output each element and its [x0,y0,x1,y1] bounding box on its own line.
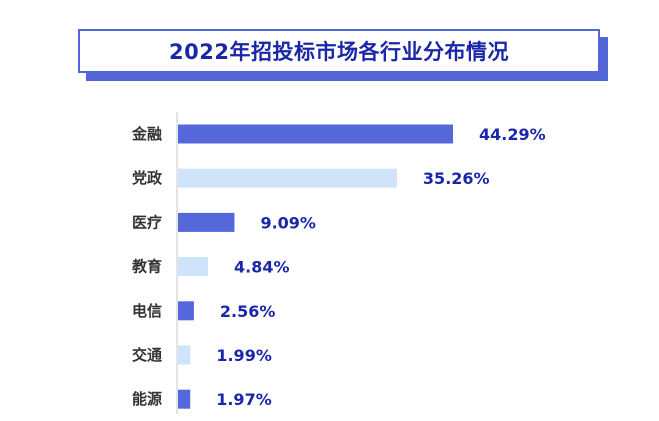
category-label: 交通 [132,346,162,364]
category-label: 电信 [132,302,162,320]
category-label: 医疗 [132,213,162,231]
chart-title: 2022年招投标市场各行业分布情况 [169,40,509,64]
data-label: 1.99% [216,346,272,365]
bar [178,124,453,144]
chart-title-frame: 2022年招投标市场各行业分布情况 [78,29,608,81]
bar [178,345,191,365]
bars-group: 金融 44.29% 党政 35.26% 医疗 9.09% 教育 4.84% 电信 2.56% 交通 1… [131,124,546,409]
bar [178,301,194,321]
data-label: 35.26% [423,169,490,188]
category-label: 党政 [132,169,163,187]
category-label: 教育 [131,258,162,276]
category-label: 能源 [132,390,162,408]
data-label: 44.29% [479,125,546,144]
data-label: 2.56% [220,302,276,321]
data-label: 4.84% [234,258,290,277]
bar [178,389,191,409]
data-label: 1.97% [216,390,272,409]
category-label: 金融 [131,125,162,143]
bar [178,212,235,232]
bar [178,257,209,277]
title-box: 2022年招投标市场各行业分布情况 [78,29,600,73]
bar [178,168,397,188]
data-label: 9.09% [260,213,316,232]
